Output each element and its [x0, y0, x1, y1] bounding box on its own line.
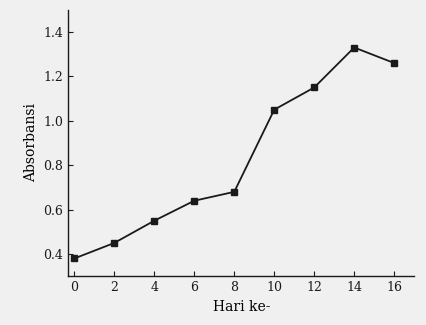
- Y-axis label: Absorbansi: Absorbansi: [24, 103, 38, 183]
- X-axis label: Hari ke-: Hari ke-: [212, 300, 269, 314]
